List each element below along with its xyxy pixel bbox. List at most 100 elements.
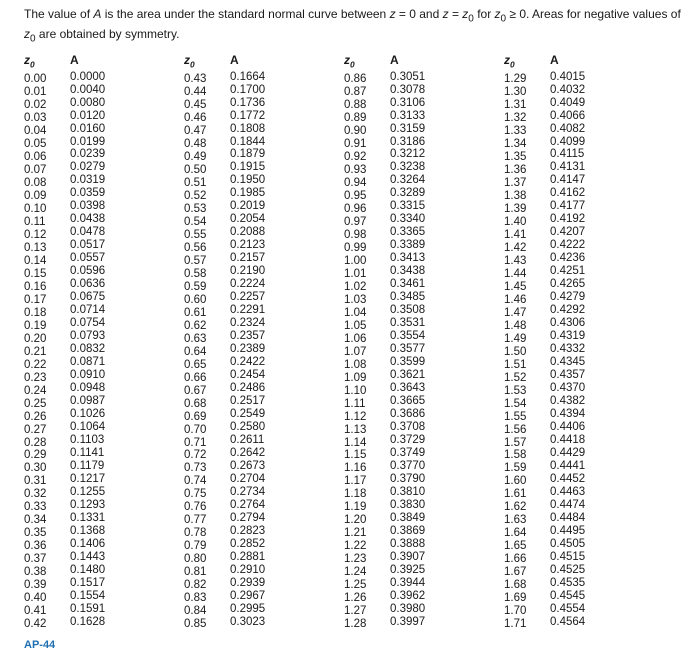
cell-z: 0.58 xyxy=(184,268,230,281)
cell-z: 1.52 xyxy=(504,372,550,385)
col-pair-0: z0 0.000.010.020.030.040.050.060.070.080… xyxy=(24,52,140,631)
cell-a: 0.4406 xyxy=(550,421,620,434)
cell-a: 0.4505 xyxy=(550,538,620,551)
cell-a: 0.3159 xyxy=(390,123,460,136)
spacer xyxy=(140,52,184,631)
header-z: z0 xyxy=(344,52,390,73)
cell-a: 0.3869 xyxy=(390,525,460,538)
cell-z: 0.32 xyxy=(24,488,70,501)
cell-z: 1.25 xyxy=(344,579,390,592)
cell-z: 0.76 xyxy=(184,501,230,514)
cell-z: 1.42 xyxy=(504,242,550,255)
cell-a: 0.4032 xyxy=(550,84,620,97)
cell-z: 0.52 xyxy=(184,190,230,203)
cell-z: 1.14 xyxy=(344,437,390,450)
cell-a: 0.4463 xyxy=(550,486,620,499)
cell-z: 1.70 xyxy=(504,605,550,618)
cell-z: 0.12 xyxy=(24,229,70,242)
cell-a: 0.2764 xyxy=(230,499,300,512)
cell-z: 0.90 xyxy=(344,125,390,138)
cell-z: 0.39 xyxy=(24,579,70,592)
cell-z: 1.50 xyxy=(504,346,550,359)
cell-z: 0.29 xyxy=(24,449,70,462)
col-pair-2: z0 0.860.870.880.890.900.910.920.930.940… xyxy=(344,52,460,631)
cell-z: 0.88 xyxy=(344,99,390,112)
cell-a: 0.1103 xyxy=(70,434,140,447)
cell-z: 0.68 xyxy=(184,398,230,411)
cell-a: 0.0714 xyxy=(70,304,140,317)
cell-a: 0.2389 xyxy=(230,343,300,356)
cell-z: 0.45 xyxy=(184,99,230,112)
cell-z: 0.41 xyxy=(24,605,70,618)
cell-a: 0.0120 xyxy=(70,110,140,123)
cell-z: 0.22 xyxy=(24,359,70,372)
cell-a: 0.3133 xyxy=(390,110,460,123)
cell-z: 1.54 xyxy=(504,398,550,411)
cell-a: 0.2257 xyxy=(230,291,300,304)
cell-z: 0.78 xyxy=(184,527,230,540)
cell-a: 0.0832 xyxy=(70,343,140,356)
cell-z: 1.13 xyxy=(344,424,390,437)
cell-a: 0.3790 xyxy=(390,473,460,486)
cell-z: 1.45 xyxy=(504,281,550,294)
cell-z: 1.02 xyxy=(344,281,390,294)
cell-z: 0.36 xyxy=(24,540,70,553)
cell-z: 1.58 xyxy=(504,449,550,462)
cell-z: 1.53 xyxy=(504,385,550,398)
cell-a: 0.4222 xyxy=(550,239,620,252)
cell-a: 0.1480 xyxy=(70,564,140,577)
cell-a: 0.2549 xyxy=(230,408,300,421)
cell-a: 0.2642 xyxy=(230,447,300,460)
cell-a: 0.0910 xyxy=(70,369,140,382)
page-footer: AP-44 xyxy=(24,639,690,651)
cell-a: 0.3508 xyxy=(390,304,460,317)
cell-z: 0.42 xyxy=(24,618,70,631)
cell-z: 0.37 xyxy=(24,553,70,566)
cell-z: 1.06 xyxy=(344,333,390,346)
cell-z: 0.49 xyxy=(184,151,230,164)
cell-z: 1.04 xyxy=(344,307,390,320)
cell-z: 0.24 xyxy=(24,385,70,398)
cell-z: 0.09 xyxy=(24,190,70,203)
header-z: z0 xyxy=(184,52,230,73)
cell-z: 0.64 xyxy=(184,346,230,359)
cell-a: 0.4441 xyxy=(550,460,620,473)
cell-a: 0.1141 xyxy=(70,447,140,460)
cell-a: 0.0160 xyxy=(70,123,140,136)
cell-z: 0.97 xyxy=(344,216,390,229)
cell-a: 0.3461 xyxy=(390,278,460,291)
cell-a: 0.4495 xyxy=(550,525,620,538)
col-a-0: A 0.00000.00400.00800.01200.01600.01990.… xyxy=(70,52,140,631)
cell-z: 1.48 xyxy=(504,320,550,333)
cell-a: 0.1772 xyxy=(230,110,300,123)
cell-a: 0.2454 xyxy=(230,369,300,382)
cell-a: 0.4177 xyxy=(550,200,620,213)
cell-a: 0.4265 xyxy=(550,278,620,291)
cell-z: 1.21 xyxy=(344,527,390,540)
cell-a: 0.2088 xyxy=(230,226,300,239)
cell-a: 0.4115 xyxy=(550,148,620,161)
cell-z: 1.09 xyxy=(344,372,390,385)
cell-z: 0.48 xyxy=(184,138,230,151)
cell-a: 0.2823 xyxy=(230,525,300,538)
cell-a: 0.3944 xyxy=(390,577,460,590)
cell-a: 0.3289 xyxy=(390,187,460,200)
header-a: A xyxy=(230,52,300,71)
cell-a: 0.4429 xyxy=(550,447,620,460)
cell-a: 0.2611 xyxy=(230,434,300,447)
cell-z: 0.89 xyxy=(344,112,390,125)
col-z-0: z0 0.000.010.020.030.040.050.060.070.080… xyxy=(24,52,70,631)
col-pair-3: z0 1.291.301.311.321.331.341.351.361.371… xyxy=(504,52,620,631)
cell-z: 0.91 xyxy=(344,138,390,151)
cell-a: 0.2054 xyxy=(230,213,300,226)
cell-z: 0.93 xyxy=(344,164,390,177)
cell-a: 0.0987 xyxy=(70,395,140,408)
cell-a: 0.2486 xyxy=(230,382,300,395)
cell-z: 0.80 xyxy=(184,553,230,566)
cell-z: 0.60 xyxy=(184,294,230,307)
cell-z: 0.38 xyxy=(24,566,70,579)
cell-a: 0.0040 xyxy=(70,84,140,97)
cell-a: 0.3962 xyxy=(390,590,460,603)
cell-z: 1.32 xyxy=(504,112,550,125)
cell-z: 0.65 xyxy=(184,359,230,372)
